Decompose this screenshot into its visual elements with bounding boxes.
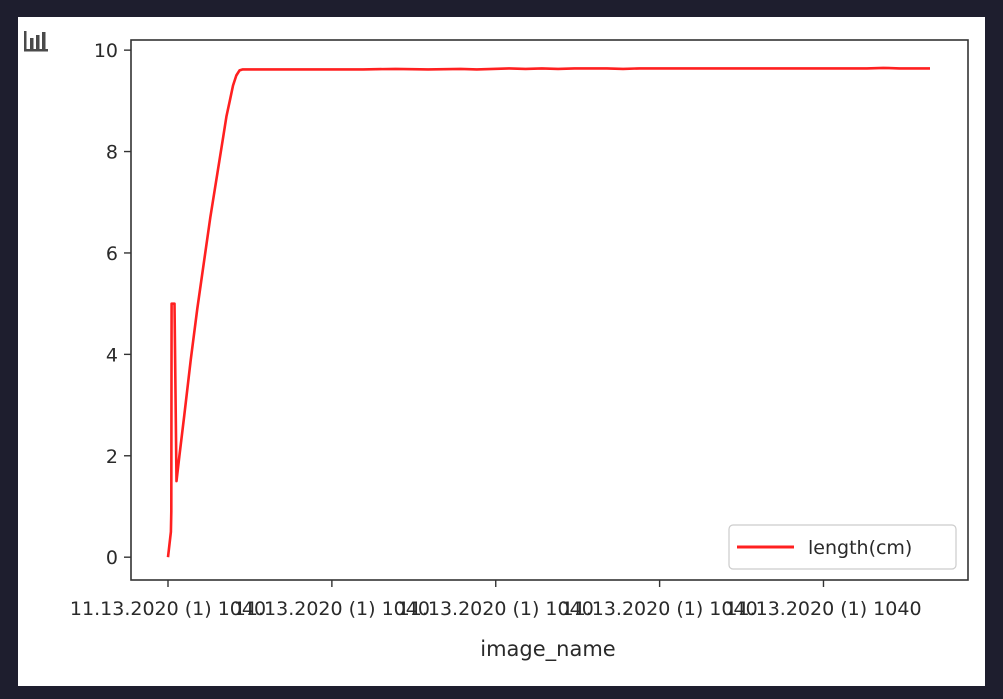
series-layer bbox=[166, 66, 930, 558]
bar-chart-icon[interactable] bbox=[22, 27, 50, 55]
x-tick-label: 11.13.2020 (1) 1040 bbox=[234, 598, 430, 620]
y-tick-label: 4 bbox=[106, 344, 118, 366]
x-tick-label: 11.13.2020 (1) 1040 bbox=[725, 598, 921, 620]
x-axis-label: image_name bbox=[480, 637, 615, 662]
legend: length(cm) bbox=[728, 524, 957, 570]
y-tick-label: 6 bbox=[106, 243, 118, 265]
x-tick-label: 11.13.2020 (1) 1040 bbox=[398, 598, 594, 620]
legend-box bbox=[728, 524, 957, 570]
x-tick-label: 11.13.2020 (1) 1040 bbox=[562, 598, 758, 620]
y-tick-label: 10 bbox=[94, 40, 118, 62]
y-tick-label: 8 bbox=[106, 142, 118, 164]
y-axis: 0 2 4 6 8 10 bbox=[94, 40, 131, 569]
x-tick-label: 11.13.2020 (1) 1040 bbox=[70, 598, 266, 620]
plot-area bbox=[130, 39, 969, 581]
y-tick-label: 2 bbox=[106, 446, 118, 468]
series-line-length-cm bbox=[166, 66, 930, 558]
y-tick-label: 0 bbox=[106, 547, 118, 569]
legend-label: length(cm) bbox=[808, 537, 912, 559]
chart-frame: 0 2 4 6 8 10 11.13.2020 (1) 1040 11.13.2020 (1… bbox=[18, 17, 985, 686]
